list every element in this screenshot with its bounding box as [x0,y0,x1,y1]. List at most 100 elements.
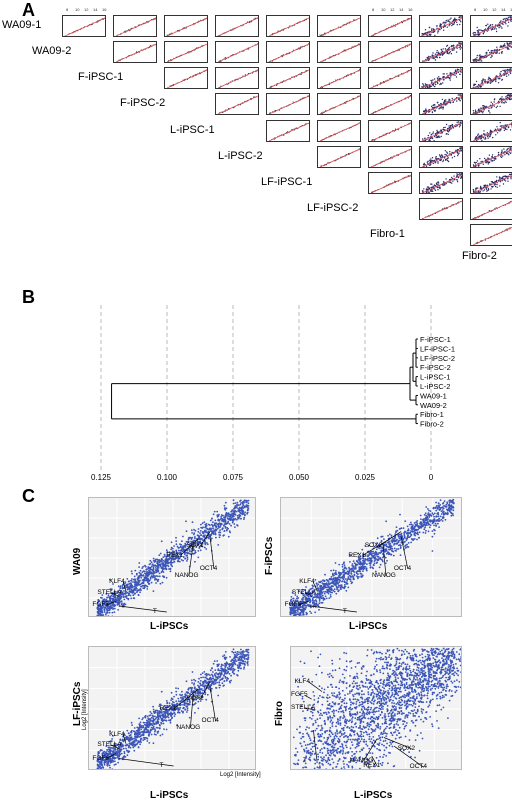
data-point [215,528,218,531]
data-point [448,181,451,183]
data-point [460,149,462,152]
data-point [476,160,479,162]
data-point [224,57,226,59]
data-point [456,21,458,23]
fit-line [319,69,360,88]
data-point [481,81,484,83]
data-point [430,29,433,31]
data-point [125,590,127,593]
data-point [144,572,146,575]
data-point [504,71,506,73]
data-point [456,24,458,26]
data-point [160,571,163,574]
data-point [216,523,219,526]
data-point [509,147,511,149]
data-point [506,128,508,131]
data-point [452,101,455,103]
data-point [222,519,225,522]
data-point [118,599,121,601]
data-point [482,190,484,192]
data-point [437,131,439,133]
data-point [491,103,494,105]
data-point [165,576,168,579]
data-point [183,553,186,556]
data-point [456,121,458,123]
data-point [501,96,503,98]
data-point [447,19,449,21]
data-point [331,591,333,594]
data-point [422,33,424,35]
data-point [505,23,507,25]
scatter-cell [419,15,463,37]
data-point [140,576,143,579]
fit-line [268,69,309,88]
data-point [205,524,208,527]
data-point [439,107,441,109]
data-point [146,588,149,590]
data-point [140,585,143,588]
data-point [484,133,486,135]
data-point [459,23,461,26]
data-point [444,99,446,102]
data-point [441,132,444,134]
data-point [182,556,185,558]
data-point [186,556,189,559]
data-point [149,576,152,579]
data-point [235,506,238,509]
data-point [184,557,186,560]
data-point [173,545,175,547]
data-point [240,499,242,502]
fit-line [166,69,207,88]
data-point [185,554,188,557]
data-point [429,164,431,166]
data-point [445,154,448,156]
data-point [100,607,103,610]
data-point [200,526,202,529]
data-point [211,517,213,520]
fit-line [421,95,462,114]
data-point [428,138,430,141]
data-point [190,538,193,540]
data-point [217,519,220,522]
data-point [505,176,507,178]
data-point [145,585,148,587]
scatter-cell [419,146,463,168]
data-point [239,503,242,506]
data-point [476,26,478,29]
data-point [456,152,459,154]
data-point [482,160,484,163]
data-point [429,110,431,113]
data-point [438,56,441,59]
scatter-cell [215,15,259,37]
data-point [199,532,201,534]
data-point [300,73,302,76]
data-point [198,537,201,540]
data-point [493,158,495,160]
data-point [236,504,239,507]
data-point [432,52,434,54]
data-point [144,565,147,568]
data-point [449,125,452,127]
data-point [438,154,441,156]
data-point [441,98,444,101]
data-point [431,28,433,30]
data-point [443,126,445,129]
data-point [164,563,167,565]
data-point [431,183,433,185]
data-point [491,50,494,52]
data-point [166,554,169,557]
data-point [236,501,239,504]
sample-label: F-iPSC-2 [120,97,166,109]
data-point [180,559,183,561]
data-point [217,515,220,517]
data-point [162,568,165,570]
data-point [234,502,237,504]
data-point [488,110,490,112]
data-point [490,29,493,31]
data-point [448,131,450,133]
x-tick-label: 0 [429,473,434,482]
data-point [305,606,307,609]
data-point [141,571,144,574]
data-point [202,526,204,529]
data-point [107,615,110,616]
